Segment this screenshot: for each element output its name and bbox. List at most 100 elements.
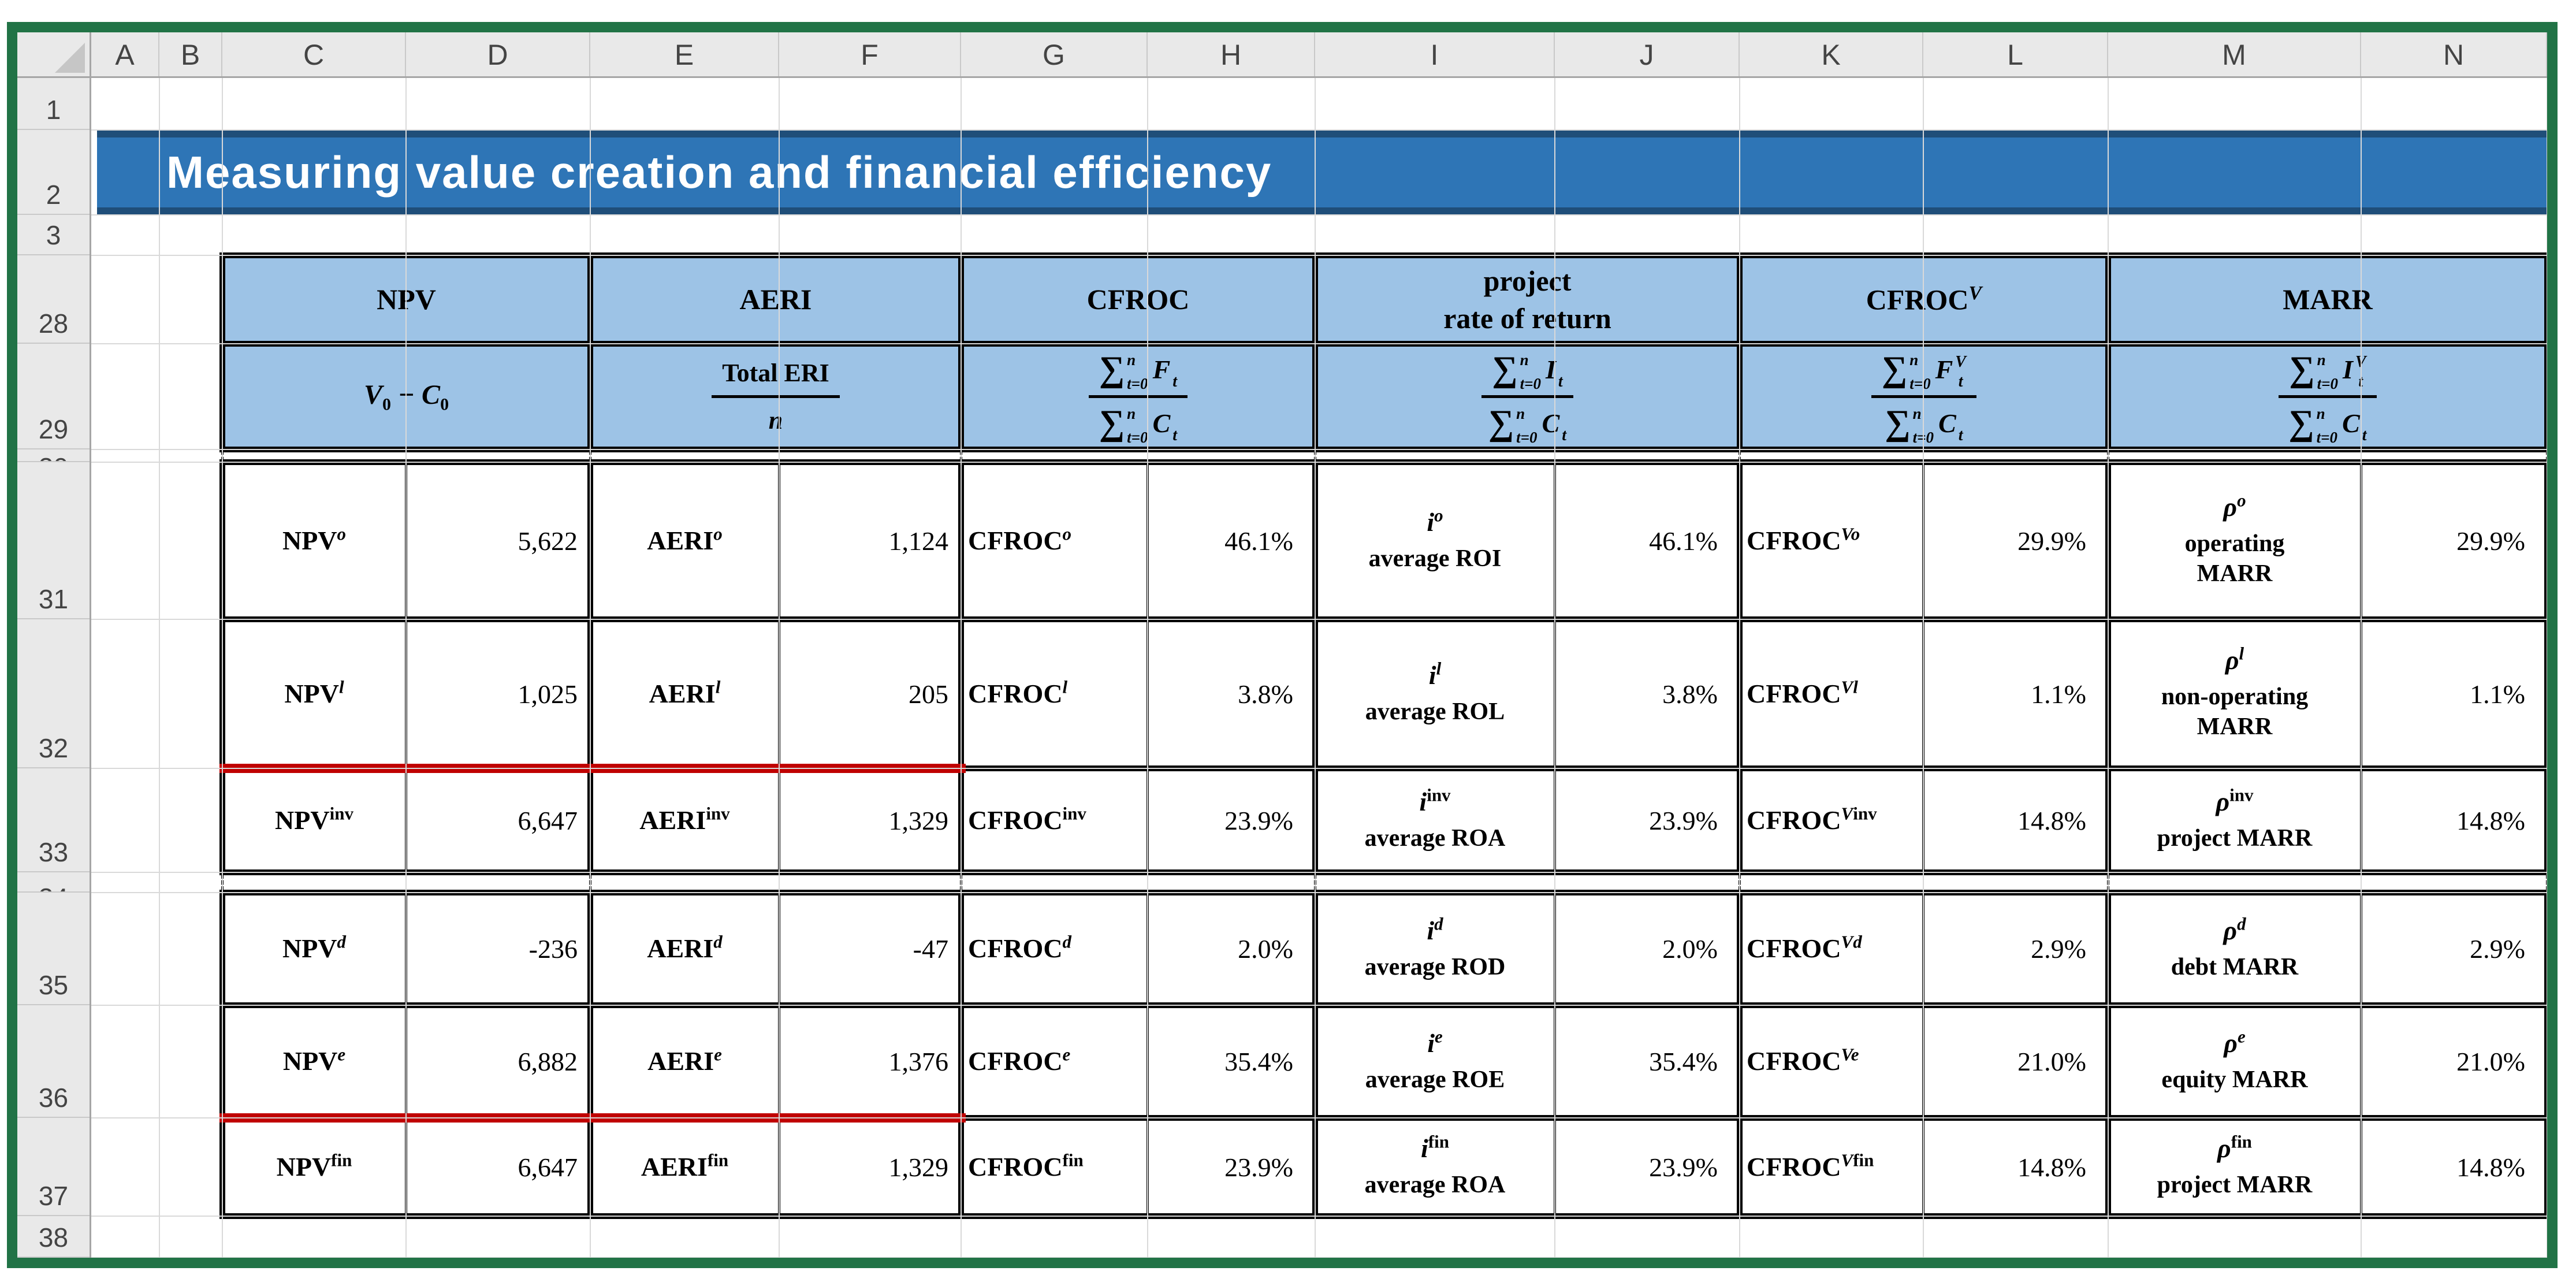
row-37-cfroc-value[interactable]: 23.9% (1148, 1118, 1315, 1216)
col-header-M[interactable]: M (2108, 32, 2361, 76)
row-37-npv-value[interactable]: 6,647 (406, 1118, 590, 1216)
row-37-ror-label[interactable]: ifin average ROA (1315, 1118, 1555, 1216)
row-33-aeri-label[interactable]: AERIinv (590, 768, 779, 872)
col-header-D[interactable]: D (406, 32, 590, 76)
row-header-2[interactable]: 2 (17, 130, 90, 215)
row-36-cfroc-value[interactable]: 35.4% (1148, 1005, 1315, 1118)
row-header-30[interactable]: 30 (17, 449, 90, 462)
row-header-38[interactable]: 38 (17, 1216, 90, 1258)
row-33-aeri-value[interactable]: 1,329 (779, 768, 961, 872)
title-banner-cell[interactable]: Measuring value creation and financial e… (97, 130, 2547, 215)
row-31-cfroc-value[interactable]: 46.1% (1148, 462, 1315, 619)
row-37-cfrocv-value[interactable]: 14.8% (1923, 1118, 2108, 1216)
row-35-cfroc-label[interactable]: CFROCd (961, 893, 1148, 1005)
row-31-cfrocv-value[interactable]: 29.9% (1923, 462, 2108, 619)
row-header-35[interactable]: 35 (17, 893, 90, 1005)
row-37-cfroc-label[interactable]: CFROCfin (961, 1118, 1148, 1216)
col-header-L[interactable]: L (1923, 32, 2108, 76)
formula-aeri[interactable]: Total ERI n (590, 344, 961, 449)
header-cfrocv[interactable]: CFROCV (1740, 255, 2108, 344)
row-36-aeri-label[interactable]: AERIe (590, 1005, 779, 1118)
row-33-ror-label[interactable]: iinv average ROA (1315, 768, 1555, 872)
row-31-ror-label[interactable]: io average ROI (1315, 462, 1555, 619)
col-header-C[interactable]: C (222, 32, 406, 76)
formula-ror[interactable]: ∑ n t=0 I t ∑ n t=0 C t (1315, 344, 1740, 449)
row-32-cfroc-label[interactable]: CFROCl (961, 619, 1148, 768)
row-32-marr-value[interactable]: 1.1% (2361, 619, 2547, 768)
row-36-cfrocv-value[interactable]: 21.0% (1923, 1005, 2108, 1118)
row-header-28[interactable]: 28 (17, 255, 90, 344)
row-35-marr-label[interactable]: ρd debt MARR (2108, 893, 2361, 1005)
formula-cfroc[interactable]: ∑ n t=0 F t ∑ n t=0 C t (961, 344, 1315, 449)
row-header-33[interactable]: 33 (17, 768, 90, 872)
row-header-29[interactable]: 29 (17, 344, 90, 449)
row-32-npv-label[interactable]: NPVl (222, 619, 406, 768)
row-32-marr-label[interactable]: ρl non-operating MARR (2108, 619, 2361, 768)
row-35-cfrocv-value[interactable]: 2.9% (1923, 893, 2108, 1005)
row-32-ror-value[interactable]: 3.8% (1555, 619, 1740, 768)
row-33-marr-label[interactable]: ρinv project MARR (2108, 768, 2361, 872)
row-37-aeri-label[interactable]: AERIfin (590, 1118, 779, 1216)
header-marr[interactable]: MARR (2108, 255, 2547, 344)
row-32-npv-value[interactable]: 1,025 (406, 619, 590, 768)
row-31-cfroc-label[interactable]: CFROCo (961, 462, 1148, 619)
row-31-ror-value[interactable]: 46.1% (1555, 462, 1740, 619)
col-header-K[interactable]: K (1740, 32, 1923, 76)
row-33-cfroc-value[interactable]: 23.9% (1148, 768, 1315, 872)
row-header-3[interactable]: 3 (17, 215, 90, 255)
row-37-cfrocv-label[interactable]: CFROCVfin (1740, 1118, 1923, 1216)
col-header-H[interactable]: H (1148, 32, 1315, 76)
row-36-marr-value[interactable]: 21.0% (2361, 1005, 2547, 1118)
row-33-npv-value[interactable]: 6,647 (406, 768, 590, 872)
row-33-cfroc-label[interactable]: CFROCinv (961, 768, 1148, 872)
header-cfroc[interactable]: CFROC (961, 255, 1315, 344)
row-37-aeri-value[interactable]: 1,329 (779, 1118, 961, 1216)
row-31-marr-label[interactable]: ρo operating MARR (2108, 462, 2361, 619)
row-35-aeri-value[interactable]: -47 (779, 893, 961, 1005)
row-31-aeri-value[interactable]: 1,124 (779, 462, 961, 619)
row-36-marr-label[interactable]: ρe equity MARR (2108, 1005, 2361, 1118)
row-32-ror-label[interactable]: il average ROL (1315, 619, 1555, 768)
row-header-37[interactable]: 37 (17, 1118, 90, 1216)
row-32-cfroc-value[interactable]: 3.8% (1148, 619, 1315, 768)
row-32-aeri-value[interactable]: 205 (779, 619, 961, 768)
row-33-marr-value[interactable]: 14.8% (2361, 768, 2547, 872)
row-32-aeri-label[interactable]: AERIl (590, 619, 779, 768)
col-header-J[interactable]: J (1555, 32, 1740, 76)
row-37-marr-value[interactable]: 14.8% (2361, 1118, 2547, 1216)
row-31-marr-value[interactable]: 29.9% (2361, 462, 2547, 619)
row-33-cfrocv-value[interactable]: 14.8% (1923, 768, 2108, 872)
row-36-ror-label[interactable]: ie average ROE (1315, 1005, 1555, 1118)
row-33-npv-label[interactable]: NPVinv (222, 768, 406, 872)
select-all-corner[interactable] (17, 32, 91, 78)
row-37-npv-label[interactable]: NPVfin (222, 1118, 406, 1216)
col-header-F[interactable]: F (779, 32, 961, 76)
row-header-1[interactable]: 1 (17, 78, 90, 130)
col-header-I[interactable]: I (1315, 32, 1555, 76)
row-36-npv-value[interactable]: 6,882 (406, 1005, 590, 1118)
row-35-marr-value[interactable]: 2.9% (2361, 893, 2547, 1005)
row-31-npv-value[interactable]: 5,622 (406, 462, 590, 619)
row-36-npv-label[interactable]: NPVe (222, 1005, 406, 1118)
row-35-cfroc-value[interactable]: 2.0% (1148, 893, 1315, 1005)
row-header-32[interactable]: 32 (17, 619, 90, 768)
row-36-aeri-value[interactable]: 1,376 (779, 1005, 961, 1118)
row-33-ror-value[interactable]: 23.9% (1555, 768, 1740, 872)
col-header-A[interactable]: A (91, 32, 159, 76)
row-36-cfrocv-label[interactable]: CFROCVe (1740, 1005, 1923, 1118)
header-ror[interactable]: project rate of return (1315, 255, 1740, 344)
row-36-cfroc-label[interactable]: CFROCe (961, 1005, 1148, 1118)
row-31-npv-label[interactable]: NPVo (222, 462, 406, 619)
sheet-grid[interactable]: Measuring value creation and financial e… (91, 78, 2547, 1258)
row-35-aeri-label[interactable]: AERId (590, 893, 779, 1005)
row-31-cfrocv-label[interactable]: CFROCVo (1740, 462, 1923, 619)
row-35-npv-value[interactable]: -236 (406, 893, 590, 1005)
row-35-ror-label[interactable]: id average ROD (1315, 893, 1555, 1005)
formula-marr[interactable]: ∑nt=0IVt∑nt=0C t (2108, 344, 2547, 449)
row-31-aeri-label[interactable]: AERIo (590, 462, 779, 619)
row-36-ror-value[interactable]: 35.4% (1555, 1005, 1740, 1118)
row-33-cfrocv-label[interactable]: CFROCVinv (1740, 768, 1923, 872)
row-35-ror-value[interactable]: 2.0% (1555, 893, 1740, 1005)
header-aeri[interactable]: AERI (590, 255, 961, 344)
